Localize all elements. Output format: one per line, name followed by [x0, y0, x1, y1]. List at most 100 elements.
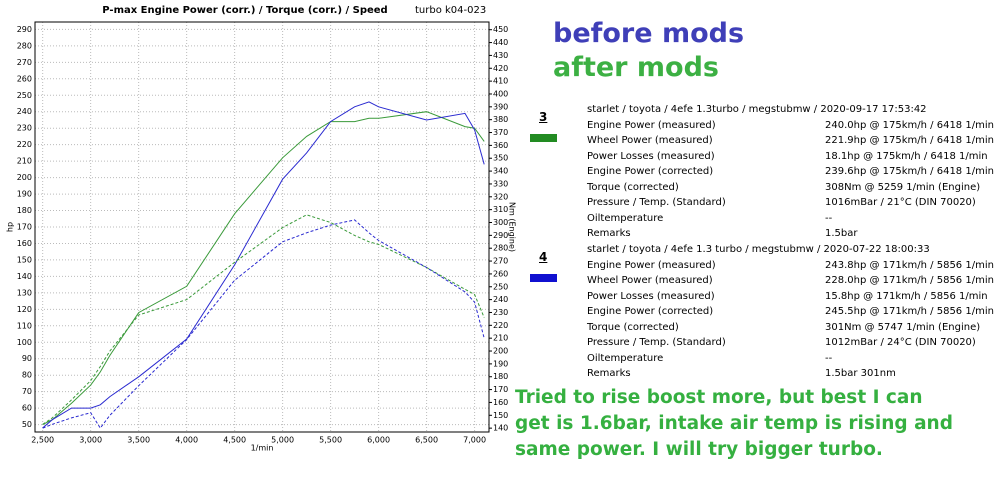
- y2-tick-label: 450: [493, 25, 508, 34]
- y-axis-label: hp: [6, 222, 15, 232]
- run-value: --: [825, 352, 833, 364]
- series-line: [42, 219, 485, 429]
- y-tick-label: 90: [22, 354, 32, 363]
- x-tick-label: 6,500: [415, 436, 438, 445]
- run-value: 18.1hp @ 175km/h / 6418 1/min: [825, 150, 988, 162]
- y2-tick-label: 320: [493, 192, 508, 201]
- y2-tick-label: 220: [493, 321, 508, 330]
- y-tick-label: 240: [17, 107, 32, 116]
- y2-tick-label: 420: [493, 64, 508, 73]
- y2-tick-label: 270: [493, 257, 508, 266]
- plot-frame: [34, 21, 490, 433]
- series-line: [42, 101, 485, 429]
- y-tick-label: 150: [17, 255, 32, 264]
- run-value: 239.6hp @ 175km/h / 6418 1/min: [825, 166, 994, 177]
- run-value: --: [825, 212, 833, 224]
- y2-tick-label: 350: [493, 154, 508, 163]
- legend-chip: [530, 134, 557, 142]
- run-value: 301Nm @ 5747 1/min (Engine): [825, 321, 981, 333]
- y-tick-label: 70: [22, 387, 32, 396]
- y2-tick-label: 240: [493, 295, 508, 304]
- run-number: 4: [539, 250, 548, 264]
- y-tick-label: 160: [17, 239, 32, 248]
- run-label: Engine Power (corrected): [587, 306, 714, 317]
- x-tick-label: 3,000: [79, 436, 102, 445]
- comment-line: Tried to rise boost more, but best I can: [515, 387, 923, 408]
- run-value: 308Nm @ 5259 1/min (Engine): [825, 181, 981, 193]
- y-tick-label: 100: [17, 338, 32, 347]
- y-tick-label: 120: [17, 305, 32, 314]
- run-value: 1012mBar / 24°C (DIN 70020): [825, 337, 976, 348]
- y2-tick-label: 150: [493, 411, 508, 420]
- y-tick-label: 200: [17, 173, 32, 182]
- chart-subtitle: turbo k04-023: [415, 5, 486, 16]
- y-tick-label: 260: [17, 74, 32, 83]
- y2-tick-label: 440: [493, 38, 508, 47]
- run-label: Oiltemperature: [587, 352, 664, 364]
- y2-axis-label: Nm (Engine): [508, 202, 517, 252]
- run-header: starlet / toyota / 4efe 1.3turbo / megst…: [587, 104, 927, 115]
- x-axis-label: 1/min: [251, 444, 274, 453]
- y2-tick-label: 300: [493, 218, 508, 227]
- y-tick-label: 130: [17, 288, 32, 297]
- y-tick-label: 220: [17, 140, 32, 149]
- y-tick-label: 230: [17, 124, 32, 133]
- y-tick-label: 210: [17, 157, 32, 166]
- series-line: [42, 214, 485, 425]
- y2-tick-label: 230: [493, 308, 508, 317]
- chart-title: P-max Engine Power (corr.) / Torque (cor…: [102, 5, 387, 16]
- y-tick-label: 180: [17, 206, 32, 215]
- legend-before: before mods: [553, 18, 745, 49]
- run-value: 245.5hp @ 171km/h / 5856 1/min: [825, 306, 994, 317]
- y2-tick-label: 210: [493, 334, 508, 343]
- y2-tick-label: 250: [493, 282, 508, 291]
- run-label: Wheel Power (measured): [587, 275, 713, 286]
- y2-tick-label: 190: [493, 359, 508, 368]
- y2-tick-label: 140: [493, 424, 508, 433]
- x-tick-label: 4,000: [175, 436, 198, 445]
- y-tick-label: 80: [22, 371, 32, 380]
- y2-tick-label: 260: [493, 269, 508, 278]
- y-tick-label: 270: [17, 58, 32, 67]
- chart: P-max Engine Power (corr.) / Torque (cor…: [6, 5, 517, 453]
- run-label: Torque (corrected): [587, 321, 679, 333]
- comment-line: get is 1.6bar, intake air temp is rising…: [515, 413, 953, 434]
- run-value: 1.5bar: [825, 228, 858, 239]
- run-value: 243.8hp @ 171km/h / 5856 1/min: [825, 259, 994, 271]
- run-label: Wheel Power (measured): [587, 135, 713, 146]
- run-label: Engine Power (corrected): [587, 166, 714, 177]
- run-label: Pressure / Temp. (Standard): [587, 337, 726, 348]
- y2-tick-label: 290: [493, 231, 508, 240]
- run-value: 15.8hp @ 171km/h / 5856 1/min: [825, 290, 988, 302]
- y-tick-label: 290: [17, 25, 32, 34]
- y-tick-label: 110: [17, 321, 32, 330]
- y2-tick-label: 340: [493, 167, 508, 176]
- x-tick-label: 5,000: [271, 436, 294, 445]
- y2-tick-label: 360: [493, 141, 508, 150]
- run-value: 1.5bar 301nm: [825, 368, 896, 379]
- y-tick-label: 170: [17, 223, 32, 232]
- run-label: Power Losses (measured): [587, 150, 715, 162]
- x-tick-label: 3,500: [127, 436, 150, 445]
- run-number: 3: [539, 110, 548, 124]
- y2-tick-label: 370: [493, 128, 508, 137]
- x-tick-label: 4,500: [223, 436, 246, 445]
- run-label: Engine Power (measured): [587, 259, 716, 271]
- run-value: 240.0hp @ 175km/h / 6418 1/min: [825, 119, 994, 131]
- y2-tick-label: 430: [493, 51, 508, 60]
- run-value: 221.9hp @ 175km/h / 6418 1/min: [825, 135, 994, 146]
- y2-tick-label: 310: [493, 205, 508, 214]
- run-label: Remarks: [587, 228, 631, 239]
- x-tick-label: 6,000: [367, 436, 390, 445]
- legend-after: after mods: [553, 52, 719, 83]
- series-line: [42, 111, 485, 426]
- y-tick-label: 60: [22, 404, 32, 413]
- legend-chip: [530, 274, 557, 282]
- run-value: 1016mBar / 21°C (DIN 70020): [825, 197, 976, 208]
- y2-tick-label: 200: [493, 347, 508, 356]
- y-tick-label: 140: [17, 272, 32, 281]
- y2-tick-label: 380: [493, 115, 508, 124]
- y2-tick-label: 280: [493, 244, 508, 253]
- run-header: starlet / toyota / 4efe 1.3 turbo / megs…: [587, 244, 930, 255]
